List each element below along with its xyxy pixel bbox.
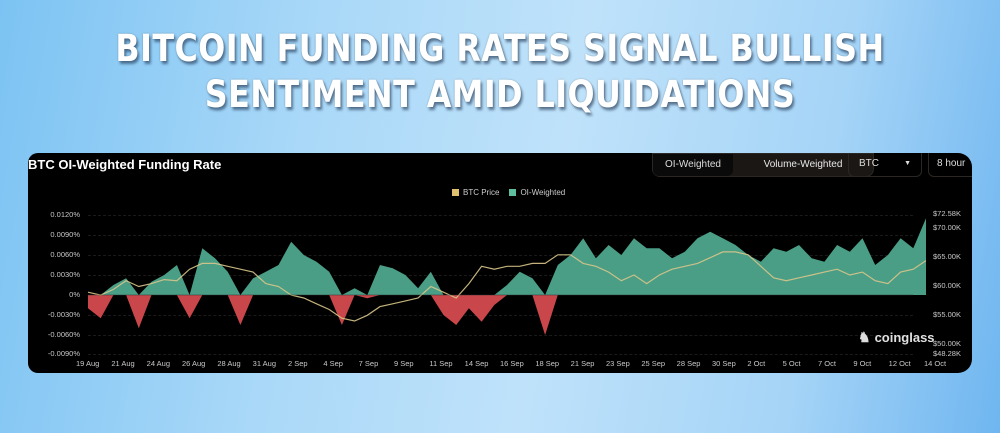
- coin-select[interactable]: BTC ▼: [848, 153, 922, 177]
- chart-title: BTC OI-Weighted Funding Rate: [28, 157, 222, 172]
- btc-price-line: [87, 251, 927, 322]
- legend-swatch-oi-weighted: [509, 189, 517, 196]
- y-tick-label: -0.0090%: [47, 349, 80, 358]
- x-tick-label: 31 Aug: [252, 359, 277, 368]
- x-tick-label: 9 Oct: [853, 359, 872, 368]
- x-tick-label: 12 Oct: [888, 359, 911, 368]
- y2-tick-label: $60.00K: [933, 281, 961, 290]
- x-tick-label: 14 Oct: [924, 359, 947, 368]
- x-tick-label: 28 Sep: [676, 359, 701, 368]
- y-tick-label: 0.0060%: [50, 250, 80, 259]
- legend-item-btc-price[interactable]: BTC Price: [452, 188, 499, 197]
- y2-tick-label: $48.28K: [933, 349, 961, 358]
- x-tick-label: 7 Oct: [818, 359, 836, 368]
- negative-funding-area: [88, 295, 926, 335]
- weighting-toggle[interactable]: OI-Weighted Volume-Weighted: [652, 153, 874, 177]
- x-tick-label: 25 Sep: [641, 359, 666, 368]
- interval-select-value: 8 hour: [937, 158, 966, 169]
- x-tick-label: 30 Sep: [712, 359, 736, 368]
- x-tick-label: 7 Sep: [358, 359, 379, 368]
- headline: BITCOIN FUNDING RATES SIGNAL BULLISH SEN…: [70, 26, 930, 118]
- y-tick-label: 0%: [69, 290, 80, 299]
- x-tick-label: 19 Aug: [76, 359, 100, 368]
- coin-select-value: BTC: [859, 158, 879, 169]
- y2-tick-label: $50.00K: [933, 339, 961, 348]
- interval-select[interactable]: 8 hour: [928, 153, 972, 177]
- x-tick-label: 4 Sep: [323, 359, 343, 368]
- coinglass-logo-icon: ♞: [858, 329, 871, 345]
- legend-swatch-btc-price: [452, 189, 459, 196]
- positive-funding-area: [88, 218, 926, 295]
- x-tick-label: 21 Aug: [111, 359, 135, 368]
- x-tick-label: 24 Aug: [146, 359, 171, 368]
- x-tick-label: 23 Sep: [606, 359, 630, 368]
- y2-tick-label: $72.58K: [933, 209, 961, 218]
- x-tick-label: 16 Sep: [500, 359, 524, 368]
- x-tick-label: 11 Sep: [429, 359, 453, 368]
- gridline: [88, 354, 913, 355]
- x-tick-label: 18 Sep: [535, 359, 560, 368]
- x-tick-label: 14 Sep: [464, 359, 489, 368]
- tab-oi-weighted[interactable]: OI-Weighted: [653, 154, 733, 176]
- y-tick-label: 0.0030%: [50, 270, 80, 279]
- legend-item-oi-weighted[interactable]: OI-Weighted: [509, 188, 565, 197]
- headline-line-1: BITCOIN FUNDING RATES SIGNAL BULLISH: [115, 27, 885, 70]
- y2-tick-label: $55.00K: [933, 310, 961, 319]
- gridline: [88, 215, 913, 216]
- gridline: [88, 275, 913, 276]
- x-tick-label: 21 Sep: [570, 359, 595, 368]
- x-tick-label: 5 Oct: [782, 359, 801, 368]
- y-tick-label: 0.0120%: [50, 210, 80, 219]
- x-tick-label: 2 Sep: [288, 359, 308, 368]
- y-tick-label: -0.0030%: [47, 310, 80, 319]
- x-tick-label: 2 Oct: [747, 359, 766, 368]
- caret-down-icon: ▼: [904, 160, 911, 167]
- gridline: [88, 315, 913, 316]
- y-tick-label: -0.0060%: [47, 330, 80, 339]
- x-tick-label: 26 Aug: [182, 359, 206, 368]
- x-tick-label: 9 Sep: [394, 359, 414, 368]
- plot-area: [87, 218, 927, 335]
- chart-panel: BTC OI-Weighted Funding Rate OI-Weighted…: [28, 153, 972, 373]
- gridline: [88, 335, 913, 336]
- tab-volume-weighted[interactable]: Volume-Weighted: [763, 159, 843, 170]
- y2-tick-label: $65.00K: [933, 252, 961, 261]
- x-tick-label: 28 Aug: [217, 359, 241, 368]
- chart-legend: BTC Price OI-Weighted: [452, 188, 565, 197]
- headline-line-2: SENTIMENT AMID LIQUIDATIONS: [204, 73, 796, 116]
- brand-watermark: ♞ coinglass: [858, 329, 935, 345]
- y-tick-label: 0.0090%: [50, 230, 80, 239]
- gridline: [88, 235, 913, 236]
- gridline: [88, 255, 913, 256]
- y2-tick-label: $70.00K: [933, 223, 961, 232]
